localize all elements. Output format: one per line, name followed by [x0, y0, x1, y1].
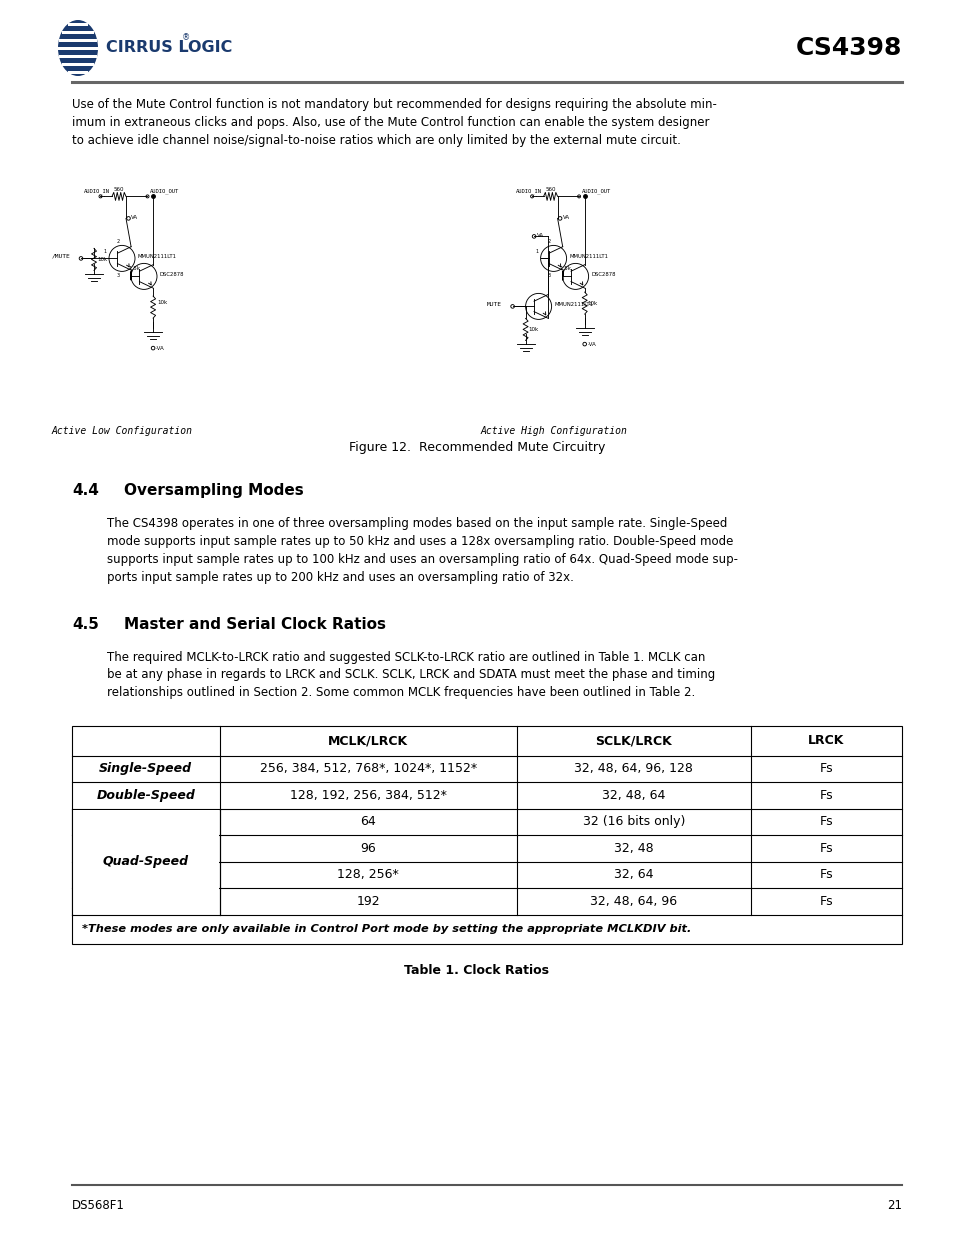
Text: Quad-Speed: Quad-Speed: [103, 855, 189, 868]
Text: *These modes are only available in Control Port mode by setting the appropriate : *These modes are only available in Contr…: [82, 924, 691, 934]
Text: 560: 560: [545, 186, 556, 191]
Text: Single-Speed: Single-Speed: [99, 762, 193, 776]
Text: 1.5k: 1.5k: [128, 267, 140, 272]
Text: Master and Serial Clock Ratios: Master and Serial Clock Ratios: [124, 616, 386, 631]
Text: -VA: -VA: [156, 346, 165, 351]
Bar: [59, 56, 97, 58]
Text: ports input sample rates up to 200 kHz and uses an oversampling ratio of 32x.: ports input sample rates up to 200 kHz a…: [107, 571, 574, 584]
Text: 128, 192, 256, 384, 512*: 128, 192, 256, 384, 512*: [290, 789, 446, 802]
Text: 2: 2: [547, 238, 551, 243]
Text: 21: 21: [886, 1199, 901, 1212]
Text: Fs: Fs: [819, 815, 832, 829]
Text: 96: 96: [360, 842, 375, 855]
Text: 10k: 10k: [97, 257, 107, 262]
Text: VA: VA: [536, 233, 543, 238]
Text: The CS4398 operates in one of three oversampling modes based on the input sample: The CS4398 operates in one of three over…: [107, 517, 726, 530]
Bar: [62, 63, 94, 65]
Text: DSC2878: DSC2878: [591, 272, 616, 277]
Text: 192: 192: [356, 894, 379, 908]
Text: to achieve idle channel noise/signal-to-noise ratios which are only limited by t: to achieve idle channel noise/signal-to-…: [71, 133, 680, 147]
Text: Fs: Fs: [819, 842, 832, 855]
Text: 32, 48, 64, 96, 128: 32, 48, 64, 96, 128: [574, 762, 693, 776]
Text: 3: 3: [547, 273, 551, 278]
Text: 2: 2: [116, 238, 119, 243]
Text: The required MCLK-to-LRCK ratio and suggested SCLK-to-LRCK ratio are outlined in: The required MCLK-to-LRCK ratio and sugg…: [107, 651, 704, 663]
Text: 1: 1: [103, 249, 107, 254]
Text: Active High Configuration: Active High Configuration: [479, 426, 626, 436]
Text: SCLK/LRCK: SCLK/LRCK: [595, 735, 672, 747]
Text: VA: VA: [131, 215, 138, 220]
Text: Table 1. Clock Ratios: Table 1. Clock Ratios: [404, 965, 549, 977]
Text: Figure 12.  Recommended Mute Circuitry: Figure 12. Recommended Mute Circuitry: [349, 441, 604, 454]
Text: relationships outlined in Section 2. Some common MCLK frequencies have been outl: relationships outlined in Section 2. Som…: [107, 687, 695, 699]
Bar: [59, 40, 97, 42]
Text: 32, 48, 64, 96: 32, 48, 64, 96: [590, 894, 677, 908]
Ellipse shape: [58, 20, 98, 77]
Text: /MUTE: /MUTE: [51, 254, 70, 259]
Text: Fs: Fs: [819, 789, 832, 802]
Text: supports input sample rates up to 100 kHz and uses an oversampling ratio of 64x.: supports input sample rates up to 100 kH…: [107, 553, 738, 566]
Text: Oversampling Modes: Oversampling Modes: [124, 483, 303, 499]
Text: AUDIO_OUT: AUDIO_OUT: [581, 188, 610, 194]
Text: 4.5: 4.5: [71, 616, 99, 631]
Text: 64: 64: [360, 815, 375, 829]
Text: MCLK/LRCK: MCLK/LRCK: [328, 735, 408, 747]
Text: DS568F1: DS568F1: [71, 1199, 125, 1212]
Bar: [68, 70, 89, 74]
Text: mode supports input sample rates up to 50 kHz and uses a 128x oversampling ratio: mode supports input sample rates up to 5…: [107, 535, 733, 548]
Text: 10k: 10k: [528, 327, 538, 332]
Text: 32 (16 bits only): 32 (16 bits only): [582, 815, 684, 829]
Bar: [73, 809, 218, 914]
Text: 4.4: 4.4: [71, 483, 99, 499]
Text: 256, 384, 512, 768*, 1024*, 1152*: 256, 384, 512, 768*, 1024*, 1152*: [259, 762, 476, 776]
Text: 32, 48: 32, 48: [614, 842, 653, 855]
Text: imum in extraneous clicks and pops. Also, use of the Mute Control function can e: imum in extraneous clicks and pops. Also…: [71, 116, 709, 128]
Bar: [68, 23, 89, 26]
Text: 10k: 10k: [157, 300, 167, 305]
Text: 560: 560: [113, 186, 124, 191]
Text: be at any phase in regards to LRCK and SCLK. SCLK, LRCK and SDATA must meet the : be at any phase in regards to LRCK and S…: [107, 668, 715, 682]
Text: Fs: Fs: [819, 868, 832, 882]
Text: Use of the Mute Control function is not mandatory but recommended for designs re: Use of the Mute Control function is not …: [71, 98, 716, 111]
Bar: [58, 47, 98, 49]
Text: 3: 3: [116, 273, 119, 278]
Text: DSC2878: DSC2878: [160, 272, 184, 277]
Text: CIRRUS LOGIC: CIRRUS LOGIC: [106, 41, 233, 56]
Text: MUTE: MUTE: [486, 301, 501, 308]
Text: MMUN2111LT1: MMUN2111LT1: [554, 301, 593, 308]
Text: VA: VA: [562, 215, 569, 220]
Text: MMUN2111LT1: MMUN2111LT1: [569, 254, 608, 259]
Text: MMUN2111LT1: MMUN2111LT1: [138, 254, 177, 259]
Text: AUDIO_IN: AUDIO_IN: [515, 188, 541, 194]
Text: 32, 64: 32, 64: [614, 868, 653, 882]
Text: 1.5k: 1.5k: [559, 267, 571, 272]
Text: 10k: 10k: [587, 300, 598, 305]
Text: AUDIO_OUT: AUDIO_OUT: [150, 188, 179, 194]
Text: LRCK: LRCK: [807, 735, 843, 747]
Text: Double-Speed: Double-Speed: [96, 789, 195, 802]
Text: ®: ®: [182, 33, 190, 42]
Bar: [71, 726, 901, 944]
Text: -VA: -VA: [587, 342, 596, 347]
Text: Active Low Configuration: Active Low Configuration: [51, 426, 193, 436]
Text: Fs: Fs: [819, 762, 832, 776]
Text: 1: 1: [535, 249, 537, 254]
Bar: [62, 31, 94, 33]
Text: AUDIO_IN: AUDIO_IN: [84, 188, 110, 194]
Text: Fs: Fs: [819, 894, 832, 908]
Text: 128, 256*: 128, 256*: [337, 868, 398, 882]
Text: CS4398: CS4398: [795, 36, 901, 61]
Text: 32, 48, 64: 32, 48, 64: [601, 789, 665, 802]
